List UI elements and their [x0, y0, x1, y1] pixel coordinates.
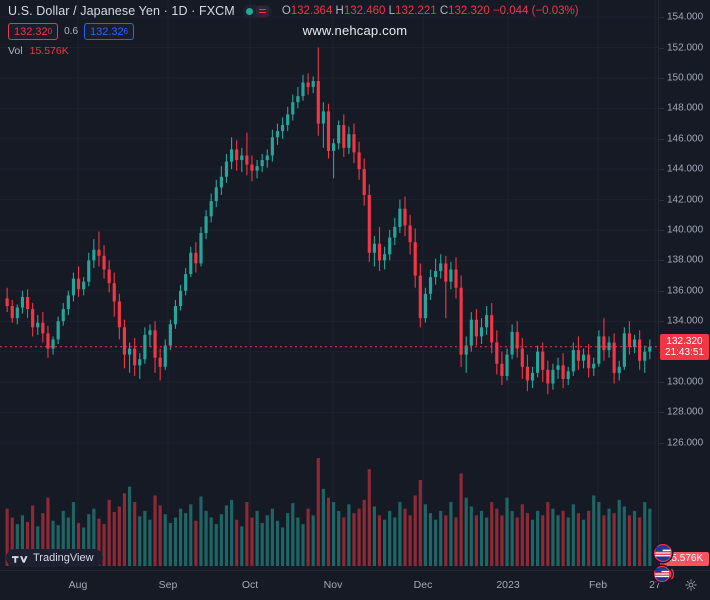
price-tick-mark	[659, 442, 664, 444]
gear-icon[interactable]	[685, 579, 697, 591]
bid-price-box[interactable]: 132.32 0	[8, 23, 59, 40]
price-tick-label: 140.000	[667, 224, 704, 236]
price-tick-mark	[659, 382, 664, 384]
price-tick-mark	[659, 199, 664, 201]
price-tick-label: 154.000	[667, 11, 704, 23]
price-tick-mark	[659, 229, 664, 231]
price-tick-label: 126.000	[667, 437, 704, 449]
ask-price-box[interactable]: 132.32 6	[84, 23, 135, 40]
price-tick-mark	[659, 290, 664, 292]
price-axis[interactable]: 132.320 21:43:51 15.576K 154.000 152.000 1…	[658, 0, 710, 570]
ohlc-h-label: H	[335, 5, 344, 17]
current-price-value: 132.320	[666, 335, 703, 347]
ohlc-l-label: L	[388, 5, 396, 17]
ohlc-o-value: 132.364	[290, 5, 333, 17]
page-title[interactable]: U.S. Dollar / Japanese Yen · 1D · FXCM	[8, 4, 235, 18]
price-tick-mark	[659, 412, 664, 414]
price-tick-label: 136.000	[667, 285, 704, 297]
price-tick-label: 130.000	[667, 376, 704, 388]
price-tick-mark	[659, 47, 664, 49]
time-tick-label: 2023	[496, 579, 520, 591]
price-tick-label: 150.000	[667, 72, 704, 84]
price-tick-label: 146.000	[667, 133, 704, 145]
price-tick-label: 152.000	[667, 42, 704, 54]
price-tick-label: 138.000	[667, 254, 704, 266]
ohlc-change: −0.044 (−0.03%)	[492, 5, 579, 17]
data-wave-icon	[255, 5, 269, 17]
ohlc-values: O132.364 H132.460 L132.221 C132.320 −0.0…	[282, 5, 579, 17]
price-tick-mark	[659, 108, 664, 110]
ask-price-fraction: 6	[123, 27, 129, 36]
time-axis[interactable]: Aug Sep Oct Nov Dec 2023 Feb 27	[0, 570, 710, 600]
quote-row: 132.32 0 0.6 132.32 6	[8, 23, 579, 40]
market-status-pill[interactable]	[242, 4, 272, 18]
price-tick-label: 128.000	[667, 406, 704, 418]
price-tick-mark	[659, 77, 664, 79]
bid-price-fraction: 0	[47, 27, 53, 36]
volume-value: 15.576K	[29, 45, 69, 57]
tradingview-mark-icon	[12, 556, 28, 563]
current-price-badge[interactable]: 132.320 21:43:51	[660, 333, 709, 360]
chart-plot-area[interactable]	[0, 0, 658, 570]
tradingview-logo-text: TradingView	[33, 552, 94, 564]
volume-label: Vol	[8, 45, 23, 57]
price-tick-mark	[659, 260, 664, 262]
spread-value: 0.6	[64, 26, 79, 37]
volume-legend-row[interactable]: Vol 15.576K	[8, 44, 579, 58]
time-tick-label: 27	[649, 579, 661, 591]
price-tick-mark	[659, 321, 664, 323]
bid-price: 132.32	[14, 25, 48, 38]
time-tick-label: Oct	[241, 579, 259, 591]
ohlc-o-label: O	[281, 5, 291, 17]
price-tick-mark	[659, 169, 664, 171]
price-tick-label: 148.000	[667, 102, 704, 114]
tradingview-logo[interactable]: TradingView	[6, 549, 103, 567]
time-tick-label: Dec	[413, 579, 433, 591]
ohlc-h-value: 132.460	[343, 5, 386, 17]
price-tick-mark	[659, 138, 664, 140]
market-open-dot-icon	[245, 7, 253, 15]
us-flag-alert-circle-icon[interactable]	[652, 563, 674, 585]
price-tick-mark	[659, 17, 664, 19]
ohlc-c-value: 132.320	[448, 5, 490, 17]
site-watermark: www.nehcap.com	[302, 23, 408, 38]
legend-symbol-row: U.S. Dollar / Japanese Yen · 1D · FXCM O…	[8, 3, 579, 19]
ohlc-l-value: 132.221	[395, 5, 437, 17]
countdown-timer: 21:43:51	[665, 346, 704, 358]
us-flag-circle-icon[interactable]	[652, 542, 674, 564]
time-tick-label: Nov	[323, 579, 343, 591]
ask-price: 132.32	[90, 25, 124, 38]
price-tick-label: 144.000	[667, 163, 704, 175]
price-tick-label: 142.000	[667, 194, 704, 206]
time-tick-label: Aug	[68, 579, 88, 591]
time-tick-label: Sep	[158, 579, 178, 591]
time-tick-label: Feb	[588, 579, 608, 591]
chart-legend: U.S. Dollar / Japanese Yen · 1D · FXCM O…	[8, 3, 579, 58]
price-tick-label: 134.000	[667, 315, 704, 327]
ohlc-c-label: C	[439, 5, 449, 17]
